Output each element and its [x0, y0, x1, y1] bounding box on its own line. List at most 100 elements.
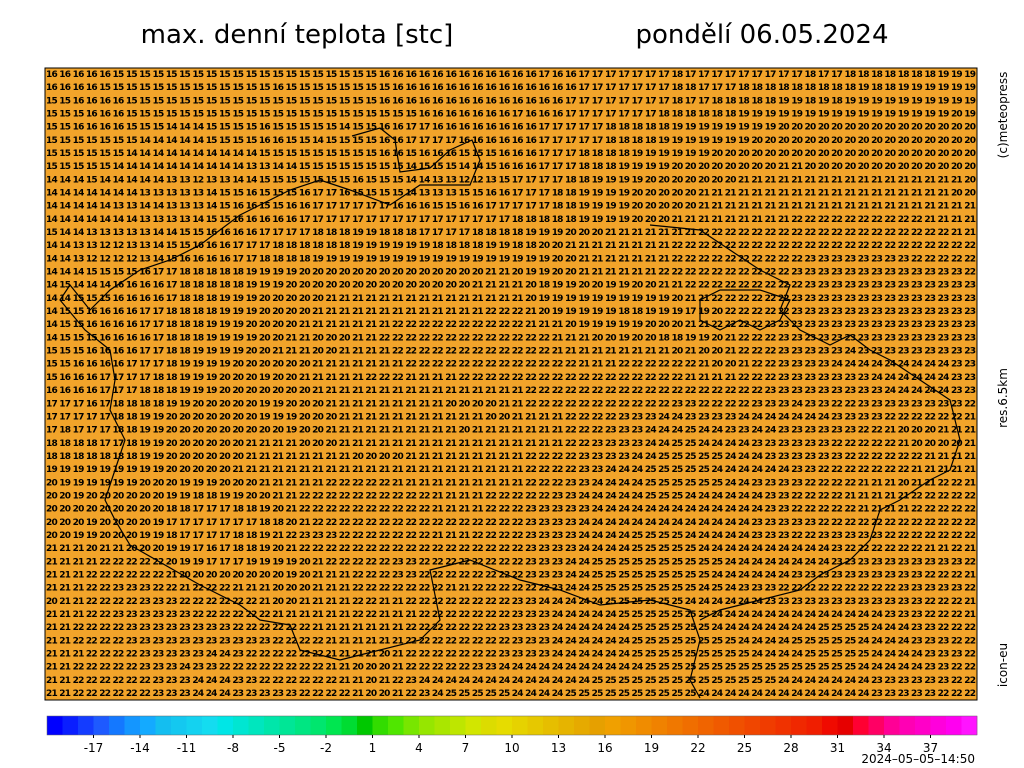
- value-row: 15 16 16 16 17 17 17 17 18 18 19 19 19 2…: [46, 373, 976, 383]
- colorbar-box: [713, 716, 730, 735]
- value-row: 20 19 19 19 19 19 19 20 20 20 19 19 19 2…: [46, 478, 976, 488]
- value-row: 21 21 21 21 22 22 22 22 22 20 19 19 17 1…: [46, 557, 976, 567]
- colorbar-box: [419, 716, 435, 735]
- value-row: 21 21 22 22 22 22 22 22 23 23 23 24 24 2…: [46, 689, 976, 699]
- colorbar-box: [698, 716, 714, 735]
- colorbar-box: [946, 716, 962, 735]
- value-row: 17 18 17 17 17 18 18 19 19 20 20 20 20 2…: [46, 426, 976, 436]
- colorbar-box: [899, 716, 916, 735]
- colorbar-tick-label: 19: [644, 741, 659, 755]
- colorbar-box: [202, 716, 218, 735]
- colorbar-box: [140, 716, 156, 735]
- value-row: 18 18 18 18 18 18 18 19 19 20 20 20 20 2…: [46, 452, 976, 462]
- value-row: 21 21 21 22 22 22 22 22 22 21 20 20 20 2…: [46, 570, 976, 580]
- colorbar-tick-label: 4: [415, 741, 423, 755]
- value-row: 14 14 14 15 15 15 15 16 17 17 18 18 18 1…: [46, 268, 976, 278]
- colorbar-tick-label: 25: [737, 741, 752, 755]
- colorbar-tick-label: 37: [923, 741, 938, 755]
- resolution: res.6.5km: [996, 368, 1010, 428]
- colorbar-box: [822, 716, 838, 735]
- colorbar-box: [357, 716, 373, 735]
- colorbar-box: [667, 716, 683, 735]
- colorbar-tick-label: 16: [597, 741, 612, 755]
- colorbar-box: [217, 716, 234, 735]
- colorbar-box: [930, 716, 947, 735]
- colorbar-box: [512, 716, 528, 735]
- value-row: 20 20 20 19 20 20 20 20 19 17 17 17 17 1…: [46, 518, 976, 528]
- colorbar-box: [558, 716, 575, 735]
- colorbar-tick-label: -17: [84, 741, 104, 755]
- value-row: 15 15 15 15 15 14 14 14 14 14 14 14 14 1…: [46, 162, 976, 172]
- value-row: 21 21 22 22 22 22 22 22 23 23 23 24 24 2…: [46, 676, 976, 686]
- value-row: 14 14 14 14 14 14 14 13 13 13 13 14 15 1…: [46, 215, 976, 225]
- colorbar-box: [93, 716, 110, 735]
- colorbar-box: [47, 716, 63, 735]
- value-row: 15 15 15 15 15 15 14 14 14 14 14 14 14 1…: [46, 149, 976, 159]
- value-row: 21 21 21 20 21 21 20 20 20 19 19 17 16 1…: [46, 544, 976, 554]
- colorbar-box: [326, 716, 342, 735]
- value-row: 15 15 16 16 16 16 15 15 15 15 15 15 15 1…: [46, 96, 976, 106]
- colorbar-box: [729, 716, 745, 735]
- value-row: 14 15 14 14 14 16 16 16 16 17 18 18 18 1…: [46, 281, 976, 291]
- colorbar-tick-label: 28: [783, 741, 798, 755]
- value-row: 15 15 16 16 16 16 17 17 17 18 19 19 19 1…: [46, 360, 976, 370]
- colorbar-tick-label: 7: [462, 741, 470, 755]
- colorbar-tick-label: -5: [274, 741, 286, 755]
- value-row: 15 14 14 13 13 13 13 13 14 14 15 15 16 1…: [46, 228, 976, 238]
- colorbar-box: [481, 716, 497, 735]
- colorbar-box: [791, 716, 807, 735]
- map-date: pondělí 06.05.2024: [636, 20, 889, 50]
- value-row: 21 21 21 22 22 23 23 23 23 23 23 22 22 2…: [46, 610, 976, 620]
- colorbar-box: [341, 716, 358, 735]
- colorbar-box: [574, 716, 590, 735]
- colorbar-box: [388, 716, 404, 735]
- colorbar-tick-label: 13: [551, 741, 566, 755]
- colorbar-tick-label: 1: [369, 741, 377, 755]
- colorbar-box: [450, 716, 466, 735]
- colorbar-box: [636, 716, 652, 735]
- value-row: 16 16 16 16 17 17 17 18 18 18 19 19 19 2…: [46, 386, 976, 396]
- colorbar-box: [744, 716, 761, 735]
- value-row: 21 21 21 22 22 23 23 23 22 22 21 22 22 2…: [46, 584, 976, 594]
- value-row: 21 21 22 22 22 22 23 23 23 23 23 23 23 2…: [46, 623, 976, 633]
- colorbar-tick-label: -2: [320, 741, 332, 755]
- colorbar-box: [605, 716, 621, 735]
- colorbar-box: [295, 716, 311, 735]
- colorbar-box: [403, 716, 420, 735]
- colorbar-box: [372, 716, 389, 735]
- value-row: 16 16 16 16 16 15 15 15 15 15 15 15 15 1…: [46, 70, 976, 80]
- colorbar-box: [124, 716, 141, 735]
- colorbar-box: [248, 716, 265, 735]
- value-row: 21 21 21 22 22 22 22 23 23 23 23 23 24 2…: [46, 649, 976, 659]
- colorbar-box: [171, 716, 187, 735]
- value-row: 14 15 15 15 16 16 16 16 17 18 18 18 19 1…: [46, 333, 976, 343]
- colorbar-tick-label: -14: [130, 741, 150, 755]
- colorbar-box: [543, 716, 559, 735]
- model: icon-eu: [996, 643, 1010, 687]
- colorbar-tick-label: 22: [690, 741, 705, 755]
- colorbar-box: [155, 716, 172, 735]
- timestamp: 2024–05–05–14:50: [861, 752, 975, 766]
- value-row: 14 14 14 15 14 14 14 14 14 13 13 12 13 1…: [46, 175, 976, 185]
- colorbar-box: [961, 716, 978, 735]
- value-row: 18 18 18 18 17 17 18 19 19 20 20 20 20 2…: [46, 439, 976, 449]
- value-row: 14 14 14 14 14 14 14 13 13 13 13 13 14 1…: [46, 189, 976, 199]
- colorbar-tick-label: 31: [830, 741, 845, 755]
- value-row: 14 14 14 14 14 13 13 14 14 13 13 13 14 1…: [46, 202, 976, 212]
- colorbar-box: [264, 716, 280, 735]
- value-row: 19 19 19 19 19 19 19 19 19 20 20 20 20 2…: [46, 465, 976, 475]
- value-row: 16 16 16 16 15 15 15 15 15 15 15 15 15 1…: [46, 83, 976, 93]
- colorbar-box: [620, 716, 637, 735]
- colorbar-tick-label: -11: [177, 741, 197, 755]
- colorbar-box: [310, 716, 327, 735]
- colorbar-box: [465, 716, 482, 735]
- value-row: 17 17 17 17 17 18 18 19 19 20 20 20 20 2…: [46, 412, 976, 422]
- colorbar-box: [915, 716, 931, 735]
- colorbar-box: [434, 716, 451, 735]
- colorbar-box: [868, 716, 885, 735]
- value-row: 21 21 22 22 22 22 23 23 23 23 23 23 23 2…: [46, 636, 976, 646]
- colorbar-box: [186, 716, 203, 735]
- colorbar-box: [527, 716, 544, 735]
- map-area: [44, 67, 978, 701]
